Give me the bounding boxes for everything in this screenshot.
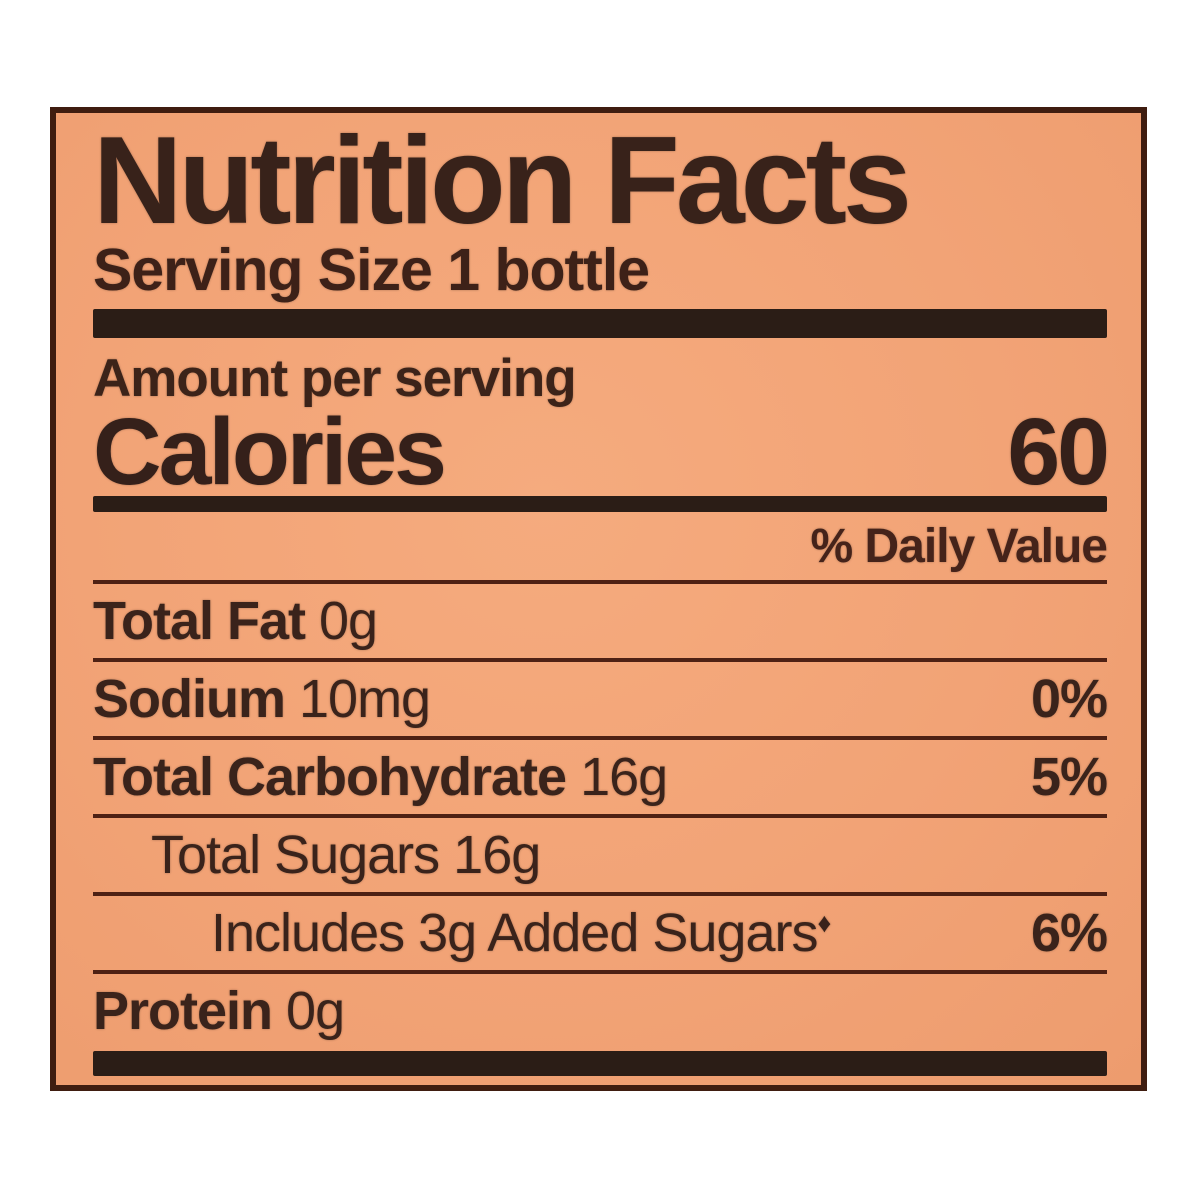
label-title: Nutrition Facts	[93, 112, 912, 250]
nutrient-rows: Total Fat 0g Sodium 10mg 0% Total Carbohydr…	[93, 584, 1108, 1048]
nutrient-name: Total Carbohydrate 16g	[93, 746, 668, 808]
nutrient-row-rule	[93, 736, 1107, 740]
nutrient-name-bold: Total Fat	[93, 591, 306, 651]
nutrient-row: Includes 3g Added Sugars♦ 6%	[93, 896, 1108, 970]
daily-value-header: % Daily Value	[810, 520, 1109, 573]
serving-size-text: Serving Size 1 bottle	[93, 237, 650, 303]
nutrient-row: Total Carbohydrate 16g 5%	[93, 740, 1108, 814]
separator-bar-bottom	[93, 1051, 1107, 1076]
calories-value: 60	[1007, 399, 1110, 505]
calories-label: Calories	[93, 399, 447, 505]
daily-value-percent: 6%	[1030, 903, 1108, 963]
nutrient-row-rule	[93, 658, 1107, 662]
nutrient-amount: 16g	[566, 747, 668, 807]
separator-bar-calories	[93, 496, 1107, 512]
daily-value-percent: 0%	[1030, 669, 1108, 729]
nutrient-row-rule	[93, 970, 1107, 974]
nutrient-name: Total Sugars 16g	[151, 824, 541, 886]
nutrient-name: Sodium 10mg	[93, 668, 431, 730]
added-sugars-footnote-diamond-icon: ♦	[817, 908, 831, 938]
nutrient-name: Total Fat 0g	[93, 590, 378, 652]
nutrient-amount: Includes 3g Added Sugars	[211, 903, 818, 963]
nutrition-facts-label: Nutrition Facts Serving Size 1 bottle Am…	[50, 107, 1147, 1091]
nutrient-amount: Total Sugars 16g	[151, 825, 541, 885]
daily-value-percent: 5%	[1030, 747, 1108, 807]
nutrient-name-bold: Total Carbohydrate	[93, 747, 567, 807]
nutrient-row-rule	[93, 814, 1107, 818]
nutrient-name-bold: Sodium	[93, 669, 286, 729]
amount-per-serving-text: Amount per serving	[93, 349, 577, 408]
nutrient-row-rule	[93, 892, 1107, 896]
separator-bar-top	[93, 309, 1107, 338]
nutrient-amount: 0g	[272, 981, 345, 1041]
nutrient-row: Total Fat 0g	[93, 584, 1107, 658]
calories-row: Calories 60	[93, 399, 1110, 505]
nutrient-amount: 10mg	[285, 669, 431, 729]
nutrient-name: Protein 0g	[93, 980, 345, 1042]
rule-under-daily-value	[93, 580, 1107, 584]
nutrient-row: Total Sugars 16g	[93, 818, 1107, 892]
nutrient-name-bold: Protein	[93, 981, 273, 1041]
nutrient-row: Protein 0g	[93, 974, 1107, 1048]
nutrient-name: Includes 3g Added Sugars♦	[211, 902, 831, 964]
nutrient-row: Sodium 10mg 0%	[93, 662, 1108, 736]
nutrient-amount: 0g	[304, 591, 378, 651]
